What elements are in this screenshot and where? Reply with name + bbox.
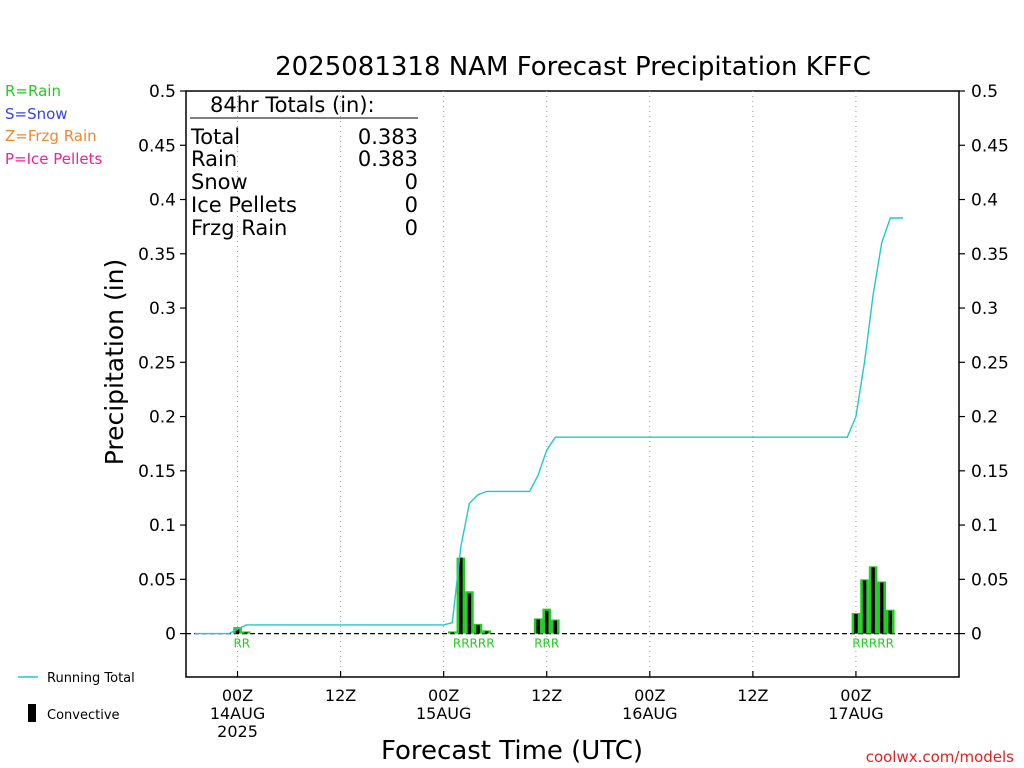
convective-bar: [888, 610, 893, 634]
y-tick-label-right: 0.35: [971, 245, 1009, 265]
convective-bar: [536, 619, 540, 634]
totals-value-total: 0.383: [358, 125, 418, 149]
x-tick-label: 12Z: [531, 686, 562, 705]
totals-header: 84hr Totals (in):: [210, 93, 375, 117]
x-tick-label: 16AUG: [622, 704, 677, 723]
y-axis-label: Precipitation (in): [100, 259, 129, 466]
convective-legend-swatch: [28, 704, 36, 722]
convective-bar: [235, 629, 240, 634]
x-tick-label: 14AUG: [210, 704, 265, 723]
y-tick-label-left: 0.2: [149, 408, 176, 428]
totals-value-rain: 0.383: [358, 147, 418, 171]
precip-bars: [233, 557, 895, 634]
convective-bar: [484, 631, 489, 634]
y-tick-label-right: 0.15: [971, 462, 1009, 482]
y-tick-label-left: 0: [165, 625, 176, 645]
totals-value-snow: 0: [405, 170, 418, 194]
y-tick-label-right: 0: [971, 625, 982, 645]
grid-lines: [237, 91, 857, 677]
precip-type-label: RR: [233, 637, 250, 651]
totals-box: 84hr Totals (in): Total 0.383 Rain 0.383…: [190, 93, 418, 240]
precip-type-label: RRRRR: [453, 637, 495, 651]
x-tick-label: 17AUG: [828, 704, 883, 723]
convective-bar: [862, 580, 867, 634]
x-tick-label: 00Z: [222, 686, 253, 705]
x-tick-label: 00Z: [428, 686, 459, 705]
precip-type-label: RRRRR: [852, 637, 894, 651]
totals-value-ice-pellets: 0: [405, 193, 418, 217]
y-tick-label-left: 0.5: [149, 82, 176, 102]
y-tick-label-left: 0.3: [149, 299, 176, 319]
y-tick-label-right: 0.3: [971, 299, 998, 319]
y-tick-label-left: 0.15: [138, 462, 176, 482]
totals-label-total: Total: [190, 125, 240, 149]
running-total-line: [194, 217, 904, 635]
y-tick-label-left: 0.45: [138, 136, 176, 156]
convective-legend-label: Convective: [47, 708, 120, 723]
y-tick-label-right: 0.05: [971, 570, 1009, 590]
precip-type-labels: RR RRRRR RRR RRRRR: [233, 637, 893, 651]
totals-label-rain: Rain: [191, 147, 237, 171]
y-tick-label-left: 0.25: [138, 353, 176, 373]
convective-bar: [467, 593, 472, 634]
y-tick-label-left: 0.4: [149, 191, 176, 211]
convective-bar: [553, 620, 558, 634]
legend-rain: R=Rain: [5, 82, 61, 100]
credit-text: coolwx.com/models: [866, 748, 1014, 766]
convective-bar: [476, 624, 480, 634]
x-tick-label: 2025: [217, 722, 258, 741]
convective-bar: [450, 632, 454, 634]
y-axis-ticks: 0.5 0.5 0.45 0.45 0.4 0.4 0.35 0.35 0.3 0.3 0.25 0.…: [138, 82, 1009, 645]
convective-bar: [244, 632, 248, 634]
plot-frame: [185, 90, 960, 678]
y-tick-label-right: 0.2: [971, 408, 998, 428]
convective-bar: [871, 567, 875, 634]
precip-type-label: RRR: [534, 637, 559, 651]
y-tick-label-right: 0.4: [971, 191, 998, 211]
x-axis-label: Forecast Time (UTC): [381, 736, 643, 766]
x-tick-label: 12Z: [737, 686, 768, 705]
x-tick-label: 15AUG: [416, 704, 471, 723]
y-tick-label-left: 0.1: [149, 516, 176, 536]
totals-label-snow: Snow: [191, 170, 248, 194]
y-tick-label-right: 0.45: [971, 136, 1009, 156]
y-tick-label-left: 0.05: [138, 570, 176, 590]
y-tick-label-left: 0.35: [138, 245, 176, 265]
legend-frzg-rain: Z=Frzg Rain: [5, 127, 97, 145]
running-total-legend-label: Running Total: [47, 671, 135, 686]
legend-ice-pellets: P=Ice Pellets: [5, 150, 102, 168]
y-tick-label-right: 0.5: [971, 82, 998, 102]
chart-title: 2025081318 NAM Forecast Precipitation KF…: [275, 52, 871, 82]
x-tick-label: 00Z: [840, 686, 871, 705]
totals-label-ice-pellets: Ice Pellets: [191, 193, 297, 217]
legend-snow: S=Snow: [5, 105, 68, 123]
totals-value-frzg-rain: 0: [405, 216, 418, 240]
y-tick-label-right: 0.1: [971, 516, 998, 536]
convective-bar: [459, 557, 463, 634]
convective-bar: [879, 582, 884, 634]
convective-bar: [854, 614, 858, 634]
totals-label-frzg-rain: Frzg Rain: [191, 216, 287, 240]
y-tick-label-right: 0.25: [971, 353, 1009, 373]
x-tick-label: 12Z: [325, 686, 356, 705]
convective-bar: [545, 610, 549, 634]
x-tick-label: 00Z: [634, 686, 665, 705]
